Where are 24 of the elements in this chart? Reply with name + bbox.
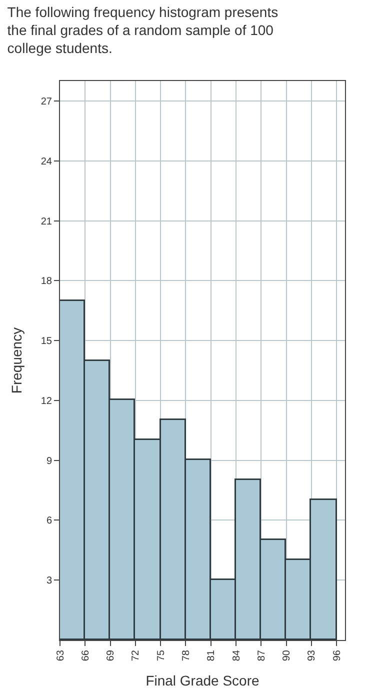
x-tick-label: 75	[156, 650, 167, 662]
x-axis-title: Final Grade Score	[146, 672, 260, 688]
x-tick-label: 87	[256, 650, 268, 662]
x-tick-label: 78	[180, 650, 192, 662]
y-tick-label: 3	[46, 576, 52, 587]
y-tick-label: 6	[46, 516, 52, 527]
y-tick-label: 21	[40, 216, 52, 228]
x-tick-label: 63	[55, 650, 66, 662]
x-tick-label: 84	[231, 650, 242, 662]
x-tick-label: 93	[306, 650, 318, 662]
y-tick-label: 27	[40, 96, 52, 108]
x-tick-label: 90	[282, 650, 293, 662]
x-tick-label: 81	[206, 650, 218, 662]
x-tick-label: 66	[80, 650, 92, 662]
x-tick-label: 69	[106, 650, 117, 662]
y-tick-label: 12	[40, 396, 52, 407]
y-tick-label: 24	[40, 156, 52, 168]
y-tick-label: 9	[46, 456, 52, 467]
chart-title: The following frequency histogram presents the final grades of a random sample of 100 college students.	[7, 4, 278, 56]
y-axis-title: Frequency	[8, 327, 24, 394]
x-tick-label: 96	[332, 650, 343, 662]
y-tick-label: 18	[40, 276, 52, 288]
x-tick-label: 72	[130, 650, 142, 662]
y-tick-label: 15	[40, 336, 52, 348]
